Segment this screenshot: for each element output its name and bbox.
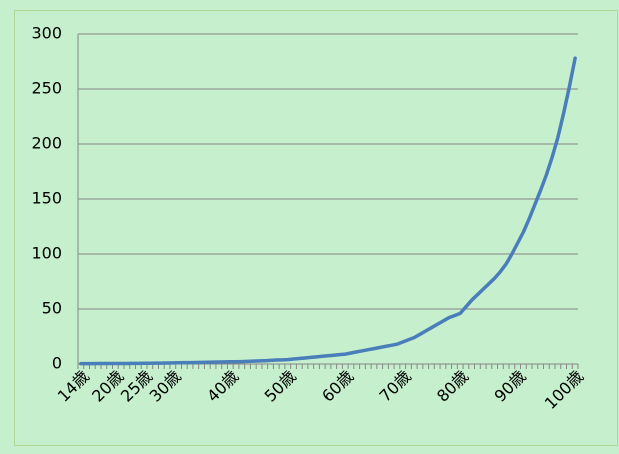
y-tick-label: 50: [42, 299, 62, 318]
y-tick-label: 250: [31, 79, 62, 98]
y-tick-label: 300: [31, 24, 62, 43]
data-line: [79, 56, 577, 366]
y-tick-label: 0: [52, 354, 62, 373]
y-tick-label: 100: [31, 244, 62, 263]
y-tick-label: 150: [31, 189, 62, 208]
chart-border: [14, 10, 618, 446]
y-tick-label: 200: [31, 134, 62, 153]
